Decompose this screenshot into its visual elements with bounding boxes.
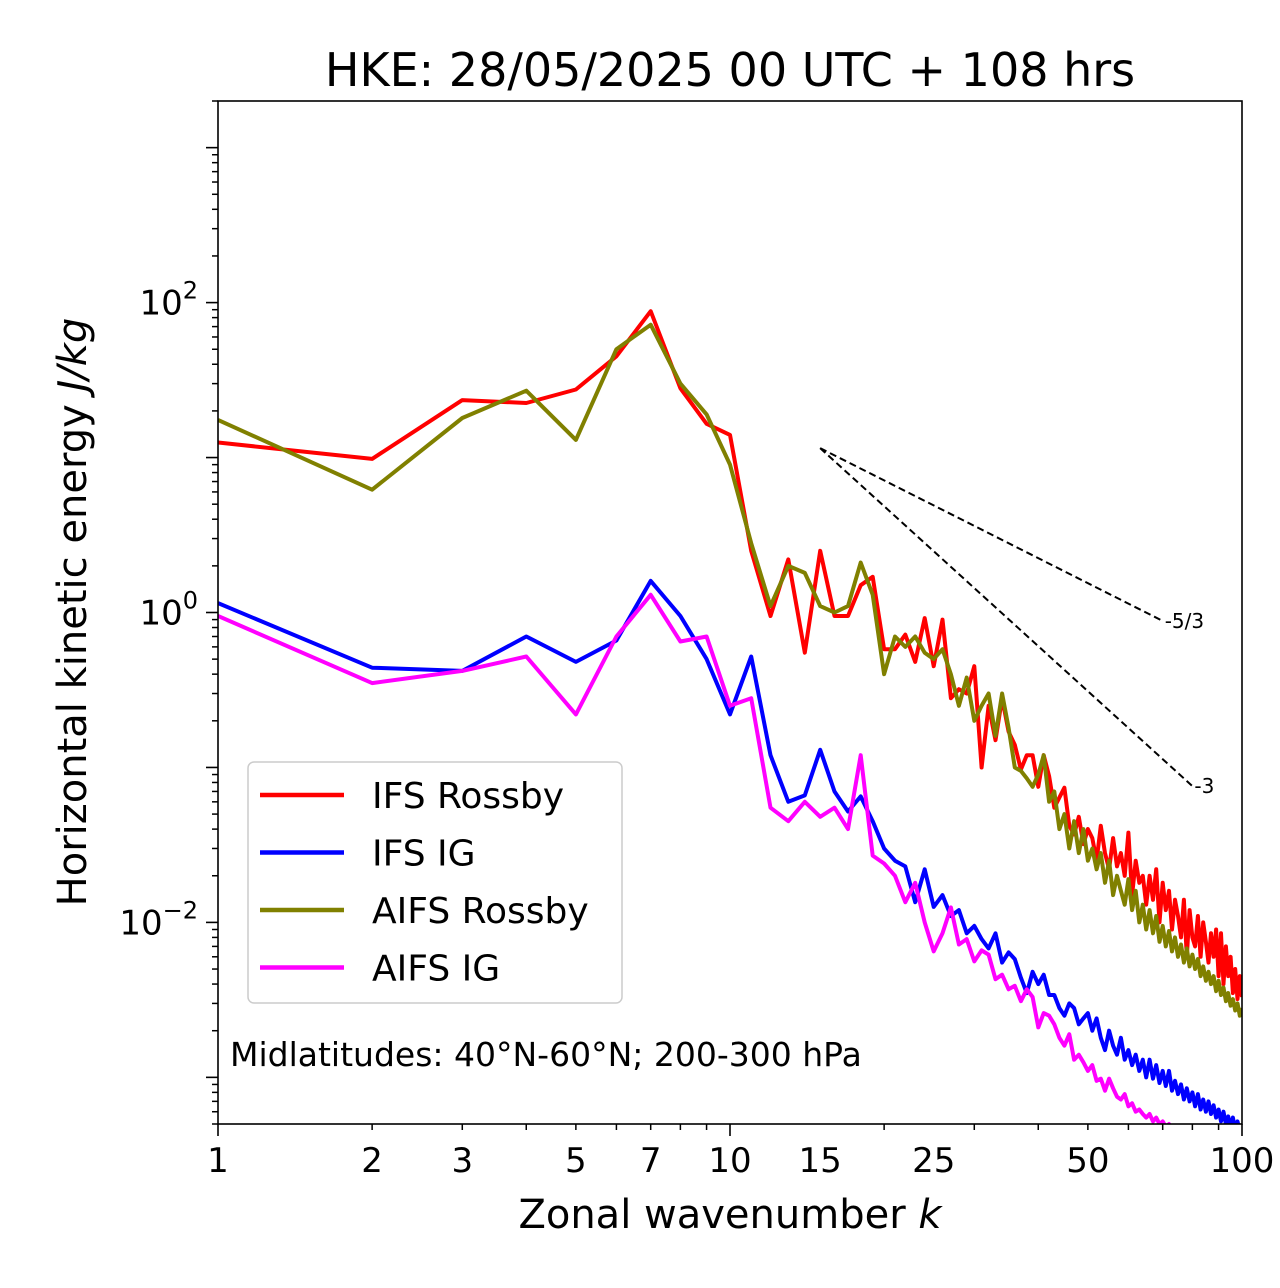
x-tick-label: 100: [1210, 1141, 1275, 1181]
legend: IFS Rossby IFS IG AIFS Rossby AIFS IG: [247, 761, 623, 1004]
series-line-aifs-ig: [218, 592, 1172, 1124]
x-tick-label: 10: [708, 1141, 751, 1181]
x-axis-label: Zonal wavenumber k: [518, 1192, 943, 1238]
x-tick-label: 7: [640, 1141, 662, 1181]
reference-slope-label-5-3: -5/3: [1165, 609, 1204, 633]
x-tick-label: 1: [207, 1141, 229, 1181]
x-tick-label: 25: [912, 1141, 955, 1181]
y-tick-label: 10−2: [119, 896, 198, 943]
legend-label-ifs-rossby: IFS Rossby: [372, 776, 564, 817]
x-tick-label: 5: [565, 1141, 587, 1181]
reference-slope-line-5-3: [819, 447, 1164, 622]
legend-label-aifs-ig: AIFS IG: [372, 949, 500, 990]
x-tick-label: 3: [451, 1141, 473, 1181]
y-axis-label: Horizontal kinetic energy J/kg: [50, 318, 96, 907]
region-annotation: Midlatitudes: 40°N-60°N; 200-300 hPa: [230, 1035, 862, 1074]
x-tick-label: 50: [1066, 1141, 1109, 1181]
reference-slope-label-3: -3: [1194, 774, 1214, 798]
legend-label-ifs-ig: IFS IG: [372, 834, 476, 875]
y-tick-label: 100: [139, 587, 198, 634]
reference-slopes: -5/3 -3: [819, 447, 1214, 798]
legend-box: [247, 761, 623, 1004]
series-line-ifs-rossby: [218, 309, 1242, 1002]
axis-ticks: 1 2 3 5 7 10 15 25 50 100 10−2 100 102: [119, 100, 1275, 1181]
y-tick-label: 102: [139, 277, 198, 324]
x-tick-label: 2: [361, 1141, 383, 1181]
series-line-aifs-rossby: [218, 322, 1242, 1018]
x-tick-label: 15: [799, 1141, 842, 1181]
series-layer: [218, 309, 1242, 1124]
chart-title: HKE: 28/05/2025 00 UTC + 108 hrs: [325, 43, 1135, 97]
reference-slope-line-3: [819, 447, 1194, 787]
legend-label-aifs-rossby: AIFS Rossby: [372, 891, 589, 932]
